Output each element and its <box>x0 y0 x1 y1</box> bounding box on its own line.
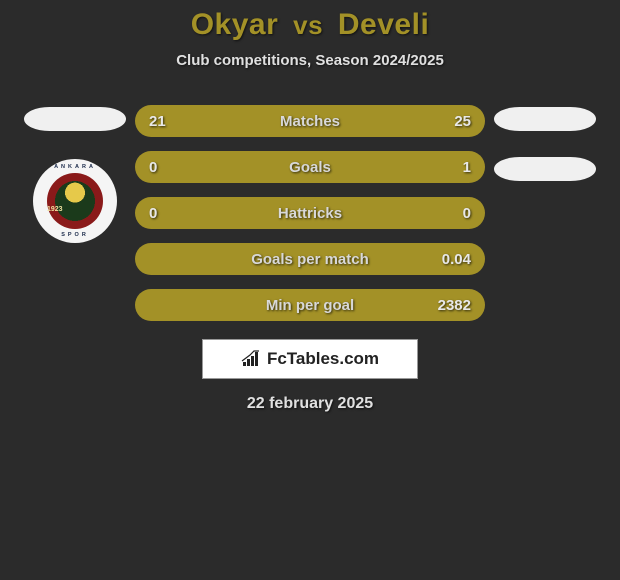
stat-value-right: 2382 <box>438 297 471 314</box>
club-year: 1923 <box>47 206 63 213</box>
club-ring-top: ANKARA <box>54 164 96 170</box>
stat-label: Matches <box>280 113 340 130</box>
branding-box: FcTables.com <box>202 339 418 379</box>
player1-club-logo: ANKARA 1923 SPOR <box>33 159 117 243</box>
stat-label: Hattricks <box>278 205 342 222</box>
stat-value-right: 0 <box>463 205 471 222</box>
comparison-card: Okyar vs Develi Club competitions, Seaso… <box>0 0 620 413</box>
stat-label: Goals per match <box>251 251 369 268</box>
player2-club-placeholder <box>494 157 596 181</box>
stat-value-left: 21 <box>149 113 166 130</box>
chart-icon <box>241 350 261 368</box>
stat-bar-min-per-goal: 2382 Min per goal <box>135 289 485 321</box>
stat-value-left: 0 <box>149 159 157 176</box>
branding-text: FcTables.com <box>267 349 379 369</box>
date: 22 february 2025 <box>247 395 373 413</box>
stat-bar-matches: 21 25 Matches <box>135 105 485 137</box>
stat-value-right: 1 <box>463 159 471 176</box>
title: Okyar vs Develi <box>191 8 430 42</box>
stat-label: Goals <box>289 159 331 176</box>
subtitle: Club competitions, Season 2024/2025 <box>176 52 444 69</box>
stat-value-right: 25 <box>454 113 471 130</box>
vs-text: vs <box>293 10 323 40</box>
left-column: ANKARA 1923 SPOR <box>15 91 135 243</box>
player1-name: Okyar <box>191 8 279 41</box>
stats-column: 21 25 Matches 0 1 Goals 0 0 Hattricks 0.04 Goals p… <box>135 91 485 321</box>
stat-bar-goals: 0 1 Goals <box>135 151 485 183</box>
club-ring-bottom: SPOR <box>61 232 89 238</box>
player2-name: Develi <box>338 8 429 41</box>
club-inner-icon: 1923 <box>47 173 103 229</box>
stat-label: Min per goal <box>266 297 354 314</box>
player2-avatar-placeholder <box>494 107 596 131</box>
player1-avatar-placeholder <box>24 107 126 131</box>
main-row: ANKARA 1923 SPOR 21 25 Matches 0 1 Goals 0 0 Hat… <box>0 91 620 321</box>
stat-value-left: 0 <box>149 205 157 222</box>
stat-value-right: 0.04 <box>442 251 471 268</box>
stat-bar-goals-per-match: 0.04 Goals per match <box>135 243 485 275</box>
stat-bar-hattricks: 0 0 Hattricks <box>135 197 485 229</box>
right-column <box>485 91 605 209</box>
